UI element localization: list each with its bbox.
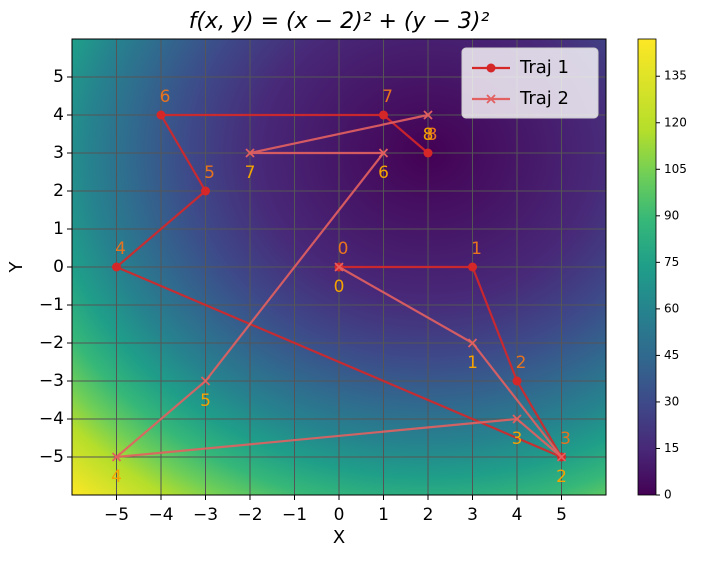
- y-tick-label: −5: [39, 447, 64, 467]
- point-marker: [423, 110, 433, 120]
- point-label: 4: [115, 239, 126, 259]
- colorbar-tick-label: 0: [664, 488, 672, 502]
- point-marker: [423, 148, 433, 158]
- point-label: 6: [160, 87, 171, 107]
- x-tick-label: 0: [334, 505, 345, 525]
- point-label: 7: [245, 163, 256, 183]
- point-label: 1: [467, 353, 478, 373]
- x-tick-label: −3: [193, 505, 218, 525]
- point-marker: [512, 414, 522, 424]
- x-tick-label: 2: [423, 505, 434, 525]
- point-marker: [111, 452, 122, 462]
- plot-area: [111, 110, 567, 462]
- x-tick-label: 3: [467, 505, 478, 525]
- colorbar-tick-label: 15: [664, 441, 679, 455]
- colorbar-tick-label: 120: [664, 115, 687, 129]
- y-tick-label: 3: [53, 143, 64, 163]
- point-label: 6: [378, 163, 389, 183]
- x-tick-label: −5: [104, 505, 129, 525]
- legend-box: [461, 47, 599, 119]
- colorbar-tick-label: 105: [664, 162, 687, 176]
- y-tick-label: −2: [39, 333, 64, 353]
- point-marker: [467, 338, 478, 348]
- legend-label: Traj 2: [519, 88, 569, 109]
- point-label: 0: [338, 239, 349, 259]
- colorbar: [637, 38, 657, 496]
- point-label: 3: [512, 429, 523, 449]
- x-tick-label: 4: [512, 505, 523, 525]
- colorbar-tick-label: 135: [664, 69, 687, 83]
- plot-frame: [71, 38, 607, 496]
- colorbar-tick-label: 75: [664, 255, 679, 269]
- x-tick-label: 5: [556, 505, 567, 525]
- point-label: 2: [556, 467, 567, 487]
- legend-marker: [486, 94, 496, 104]
- y-tick-label: −4: [39, 409, 64, 429]
- point-label: 3: [560, 429, 571, 449]
- point-label: 4: [111, 467, 122, 487]
- point-marker: [379, 110, 388, 120]
- y-tick-label: 5: [53, 67, 64, 87]
- x-tick-label: −1: [282, 505, 307, 525]
- point-label: 8: [427, 125, 438, 145]
- point-marker: [512, 376, 522, 386]
- point-label: 2: [516, 353, 527, 373]
- colorbar-tick-label: 90: [664, 208, 679, 222]
- point-label: 0: [334, 277, 345, 297]
- point-marker: [556, 452, 567, 462]
- legend-marker: [486, 63, 496, 73]
- point-marker: [156, 110, 166, 120]
- point-marker: [112, 262, 121, 272]
- y-tick-label: 2: [53, 181, 64, 201]
- legend-label: Traj 1: [519, 57, 569, 78]
- point-label: 1: [471, 239, 482, 259]
- point-label: 5: [200, 391, 211, 411]
- y-tick-label: −1: [39, 295, 64, 315]
- x-tick-label: −4: [148, 505, 173, 525]
- point-marker: [468, 262, 477, 272]
- y-axis-label: Y: [6, 261, 27, 274]
- x-axis-label: X: [333, 527, 345, 548]
- point-marker: [334, 262, 344, 272]
- point-marker: [245, 148, 255, 158]
- colorbar-tick-label: 30: [664, 394, 679, 408]
- point-label: 8: [423, 125, 434, 145]
- point-label: 5: [204, 163, 215, 183]
- x-tick-label: −2: [237, 505, 262, 525]
- point-label: 7: [382, 87, 393, 107]
- y-tick-label: 1: [53, 219, 64, 239]
- colorbar-tick-label: 45: [664, 348, 679, 362]
- point-marker: [378, 148, 389, 158]
- y-tick-label: 4: [53, 105, 64, 125]
- y-tick-label: −3: [39, 371, 64, 391]
- y-tick-label: 0: [53, 257, 64, 277]
- chart-title: f(x, y) = (x − 2)² + (y − 3)²: [189, 9, 490, 34]
- point-marker: [200, 376, 211, 386]
- colorbar-tick-label: 60: [664, 301, 679, 315]
- x-tick-label: 1: [378, 505, 389, 525]
- point-marker: [201, 186, 210, 196]
